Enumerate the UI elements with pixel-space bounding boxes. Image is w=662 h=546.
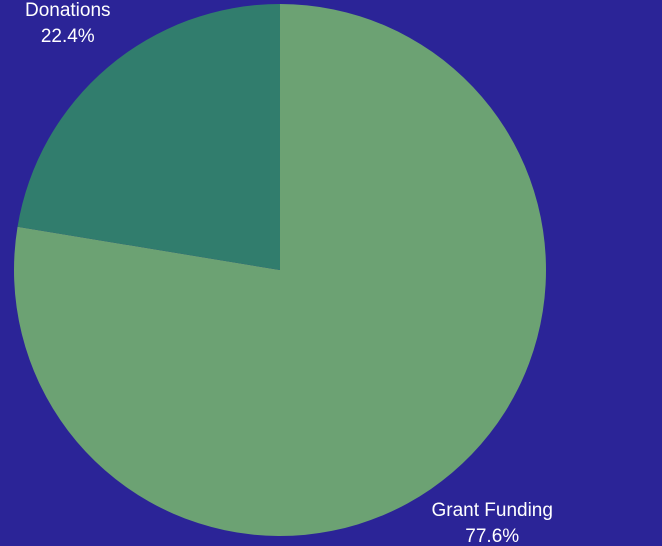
pie-labels: Grant Funding 77.6% Donations 22.4%: [25, 0, 553, 546]
slice-name-label: Grant Funding: [431, 500, 552, 521]
pie-slices: [14, 4, 547, 536]
slice-percent-label: 77.6%: [465, 526, 519, 546]
pie-slice-grant-funding: [14, 4, 547, 536]
slice-name-label: Donations: [25, 0, 111, 21]
slice-percent-label: 22.4%: [41, 26, 95, 47]
pie-slice-donations: [17, 4, 281, 270]
